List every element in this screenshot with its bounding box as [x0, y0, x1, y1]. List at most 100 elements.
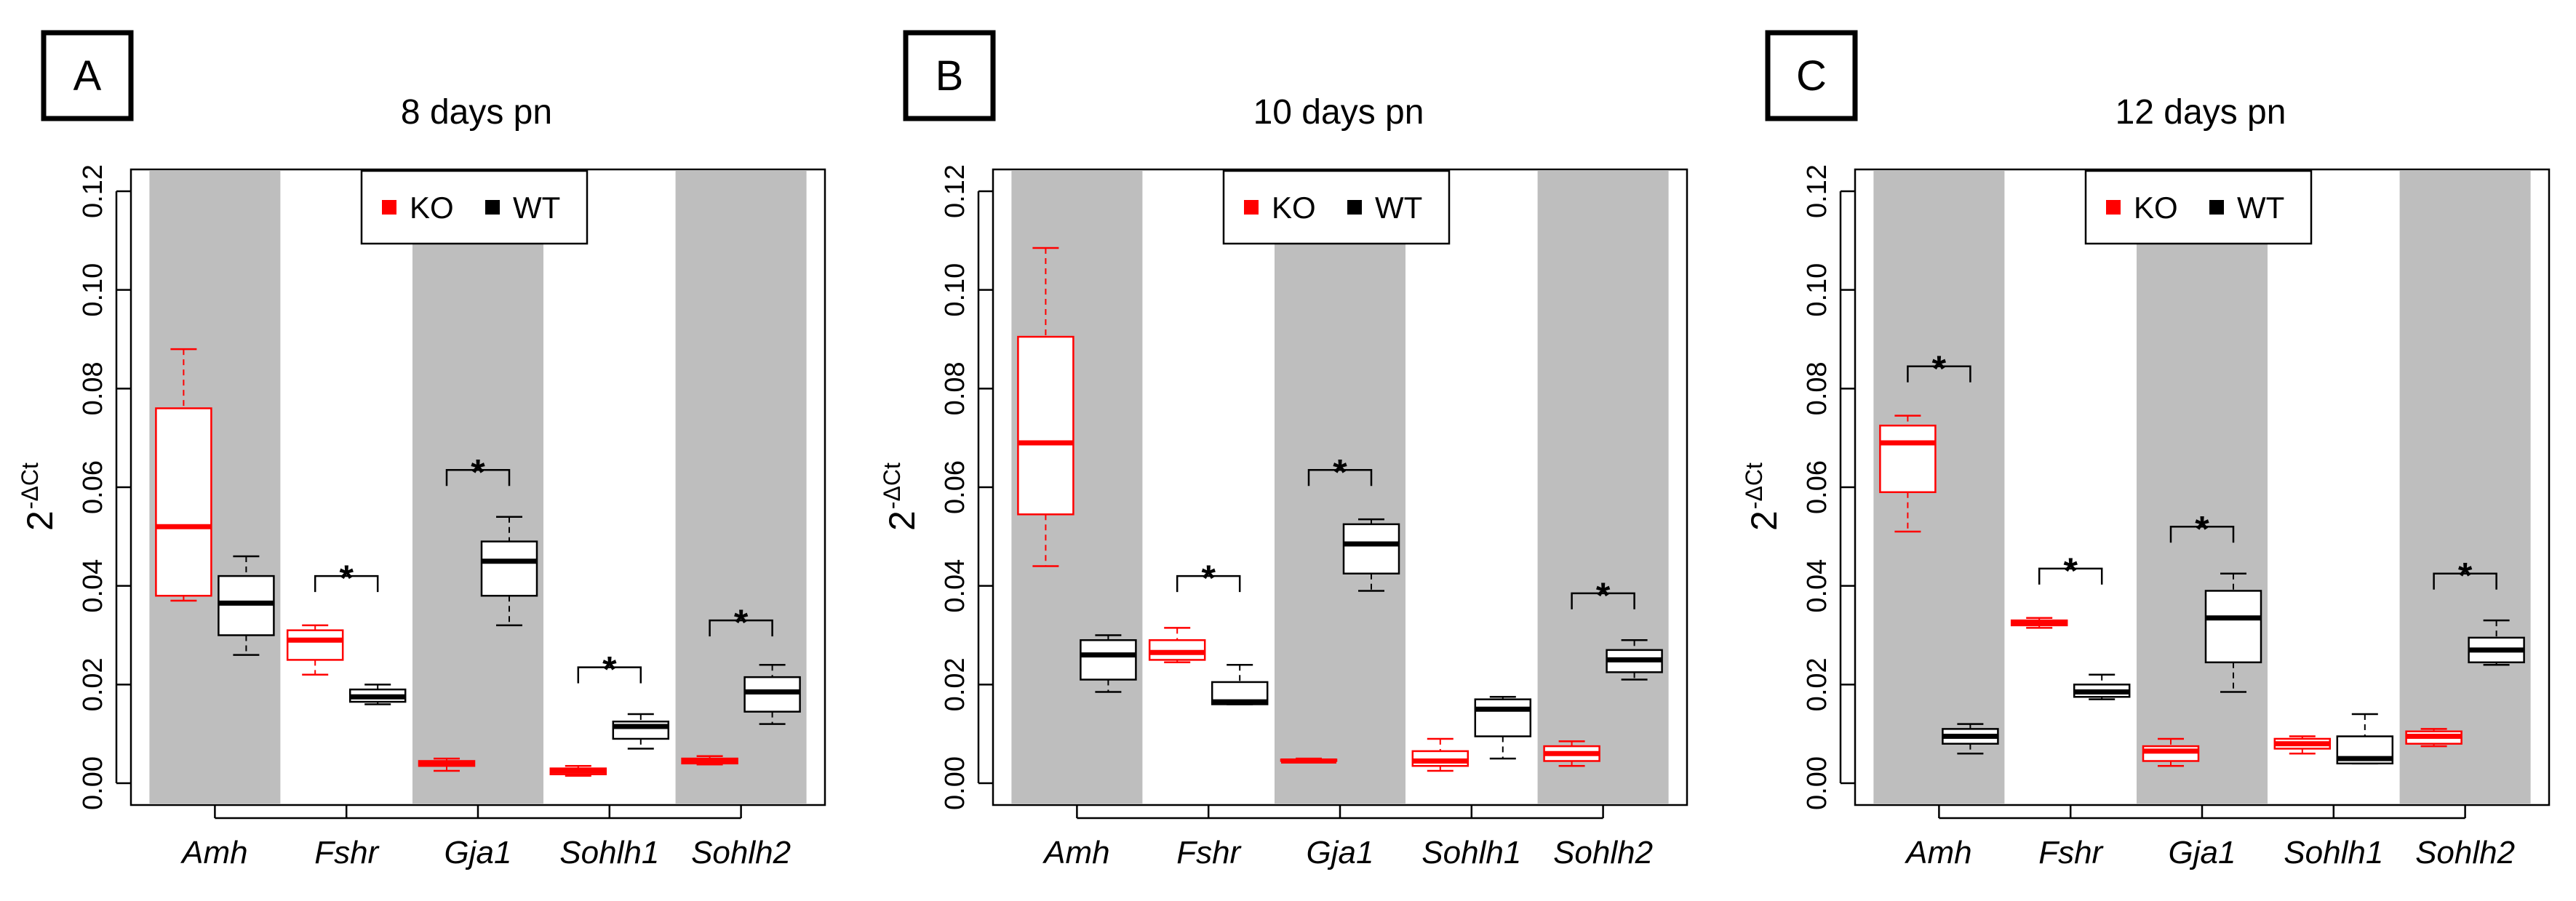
box-wt-gja1 — [1342, 518, 1400, 592]
legend-box — [1222, 169, 1451, 245]
x-tick-label-sohlh1: Sohlh1 — [2284, 835, 2383, 870]
significance-bracket — [2038, 567, 2103, 585]
x-tick-label-sohlh2: Sohlh2 — [2415, 835, 2515, 870]
x-tick-label-gja1: Gja1 — [1307, 835, 1374, 870]
box-ko-amh — [155, 348, 212, 602]
legend-label-ko: KO — [1272, 191, 1316, 225]
x-tick-label-amh: Amh — [1042, 835, 1109, 870]
panel-c: 0.00 0.02 0.04 0.06 0.08 0.10 0.12 2-ΔCt Amh Fshr… — [1741, 30, 2551, 870]
box-body — [155, 407, 212, 597]
y-axis-label: 2-ΔCt — [17, 462, 60, 531]
legend-box — [360, 169, 589, 245]
box-ko-fshr — [1148, 627, 1206, 664]
x-tick-label-fshr: Fshr — [314, 835, 380, 870]
y-tick-label: 0.02 — [78, 657, 108, 711]
box-wt-amh — [218, 555, 275, 656]
y-tick-label: 0.04 — [940, 559, 970, 613]
legend-label-ko: KO — [2134, 191, 2178, 225]
y-tick-label: 0.08 — [78, 361, 108, 415]
panel-title: 12 days pn — [2116, 93, 2286, 132]
significance-fshr: * — [2038, 550, 2103, 591]
y-tick-label: 0.00 — [78, 756, 108, 810]
significance-star: * — [1596, 575, 1611, 616]
band-gja1 — [1275, 171, 1405, 804]
significance-sohlh2: * — [2433, 556, 2497, 596]
legend-label-wt: WT — [1375, 191, 1422, 225]
y-tick-label: 0.00 — [940, 756, 970, 810]
significance-sohlh2: * — [1571, 575, 1635, 616]
significance-amh: * — [1907, 348, 1971, 389]
y-tick-label: 0.02 — [940, 657, 970, 711]
box-ko-fshr — [2010, 617, 2068, 629]
legend-swatch-ko — [2106, 200, 2121, 215]
y-tick-label: 0.08 — [1802, 361, 1833, 415]
significance-gja1: * — [1307, 452, 1373, 492]
significance-gja1: * — [445, 452, 511, 492]
panel-title: 10 days pn — [1253, 93, 1424, 132]
x-tick-label-fshr: Fshr — [1176, 835, 1242, 870]
significance-bracket — [1307, 469, 1373, 486]
legend-box — [2084, 169, 2313, 245]
significance-bracket — [1571, 592, 1635, 609]
y-tick-label: 0.04 — [1802, 559, 1833, 613]
significance-star: * — [1201, 558, 1216, 598]
y-tick-label: 0.08 — [940, 361, 970, 415]
x-tick-label-amh: Amh — [180, 835, 247, 870]
box-wt-sohlh2 — [1606, 639, 1663, 681]
box-body — [1342, 523, 1400, 574]
y-tick-label: 0.12 — [78, 164, 108, 218]
y-tick-label: 0.06 — [940, 460, 970, 514]
y-tick-label: 0.10 — [78, 263, 108, 317]
y-axis-label: 2-ΔCt — [1741, 462, 1785, 531]
legend-label-wt: WT — [513, 191, 560, 225]
y-tick-label: 0.10 — [940, 263, 970, 317]
box-wt-amh — [1942, 723, 1999, 755]
legend: KO WT — [360, 169, 589, 245]
box-wt-sohlh2 — [743, 663, 801, 725]
box-body — [480, 540, 538, 597]
box-wt-sohlh2 — [2468, 619, 2525, 666]
y-tick-label: 0.04 — [78, 559, 108, 613]
panel-letter-box — [41, 30, 134, 121]
box-body — [286, 629, 344, 661]
legend-swatch-ko — [382, 200, 396, 215]
significance-bracket — [1176, 574, 1241, 593]
significance-gja1: * — [2169, 508, 2235, 549]
panel-title: 8 days pn — [401, 93, 552, 132]
significance-bracket — [2169, 526, 2235, 543]
x-tick-label-sohlh1: Sohlh1 — [1421, 835, 1521, 870]
band-gja1 — [412, 171, 543, 804]
significance-bracket — [445, 469, 511, 486]
x-tick-label-amh: Amh — [1904, 835, 1971, 870]
panel-letter-box — [903, 30, 996, 121]
band-gja1 — [2137, 171, 2268, 804]
significance-star: * — [734, 602, 749, 643]
band-sohlh2 — [2399, 171, 2531, 804]
box-ko-sohlh2 — [681, 755, 738, 766]
significance-fshr: * — [1176, 558, 1241, 598]
panel-a: 0.00 0.02 0.04 0.06 0.08 0.10 0.12 2-ΔCt Amh Fshr… — [17, 30, 826, 870]
box-wt-sohlh1 — [2336, 713, 2394, 765]
y-tick-label: 0.10 — [1802, 263, 1833, 317]
x-tick-label-gja1: Gja1 — [444, 835, 512, 870]
y-tick-label: 0.06 — [1802, 460, 1833, 514]
panel-b: 0.00 0.02 0.04 0.06 0.08 0.10 0.12 2-ΔCt Amh Fshr… — [879, 30, 1688, 870]
legend-label-wt: WT — [2237, 191, 2284, 225]
x-tick-label-fshr: Fshr — [2038, 835, 2104, 870]
box-wt-amh — [1080, 634, 1137, 693]
panel-letter-box — [1765, 30, 1858, 121]
band-sohlh2 — [1537, 171, 1669, 804]
box-ko-sohlh2 — [2405, 728, 2463, 748]
significance-star: * — [2458, 556, 2473, 596]
significance-bracket — [314, 574, 379, 593]
legend-swatch-wt — [1347, 200, 1362, 215]
significance-star: * — [602, 649, 617, 690]
box-ko-sohlh1 — [549, 765, 607, 777]
box-ko-gja1 — [1280, 757, 1338, 764]
significance-star: * — [1333, 452, 1347, 492]
significance-star: * — [2195, 508, 2209, 549]
box-body — [1017, 335, 1074, 516]
y-tick-label: 0.06 — [78, 460, 108, 514]
box-wt-sohlh1 — [612, 713, 670, 750]
